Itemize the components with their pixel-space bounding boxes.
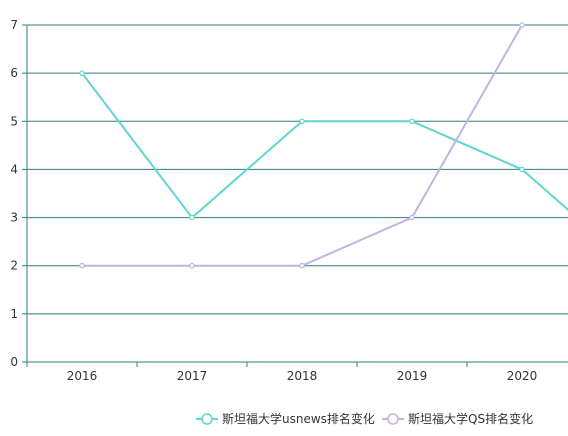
y-tick-label: 1 [10,307,18,321]
data-point[interactable] [299,262,305,269]
legend-marker-icon [201,413,213,425]
grid-layer [27,24,568,363]
series-1 [79,22,525,269]
series-line [82,24,523,267]
y-tick-label: 6 [10,66,18,80]
x-tick-label: 2016 [67,369,98,383]
y-tick-label: 7 [10,18,18,32]
data-point[interactable] [519,22,525,28]
data-point[interactable] [79,262,85,269]
data-point[interactable] [189,214,195,221]
data-point[interactable] [409,214,415,221]
legend-marker-icon [387,413,399,425]
x-tick-label: 2019 [397,369,428,383]
x-tick-label: 2020 [507,369,538,383]
y-tick-label: 2 [10,259,18,273]
series-0 [79,70,568,221]
x-tick-label: 2018 [287,369,318,383]
x-tick-label: 2017 [177,369,208,383]
series-line [81,72,568,219]
legend[interactable]: 斯坦福大学usnews排名变化 斯坦福大学QS排名变化 [196,411,533,426]
axis-layer: 0 1 2 3 4 5 6 7 2016 2017 2018 2019 2020 [10,18,568,383]
y-tick-label: 4 [10,162,18,176]
legend-label: 斯坦福大学QS排名变化 [408,411,533,426]
legend-item-1[interactable]: 斯坦福大学QS排名变化 [382,411,533,426]
data-point[interactable] [519,166,525,173]
data-point[interactable] [189,262,195,269]
data-point[interactable] [79,70,85,76]
y-tick-label: 3 [10,211,18,225]
y-tick-label: 0 [10,355,18,369]
legend-label: 斯坦福大学usnews排名变化 [222,411,375,426]
data-point[interactable] [299,118,305,125]
legend-item-0[interactable]: 斯坦福大学usnews排名变化 [196,411,375,426]
series-layer [79,22,568,269]
data-point[interactable] [409,118,415,125]
y-tick-label: 5 [10,114,18,128]
